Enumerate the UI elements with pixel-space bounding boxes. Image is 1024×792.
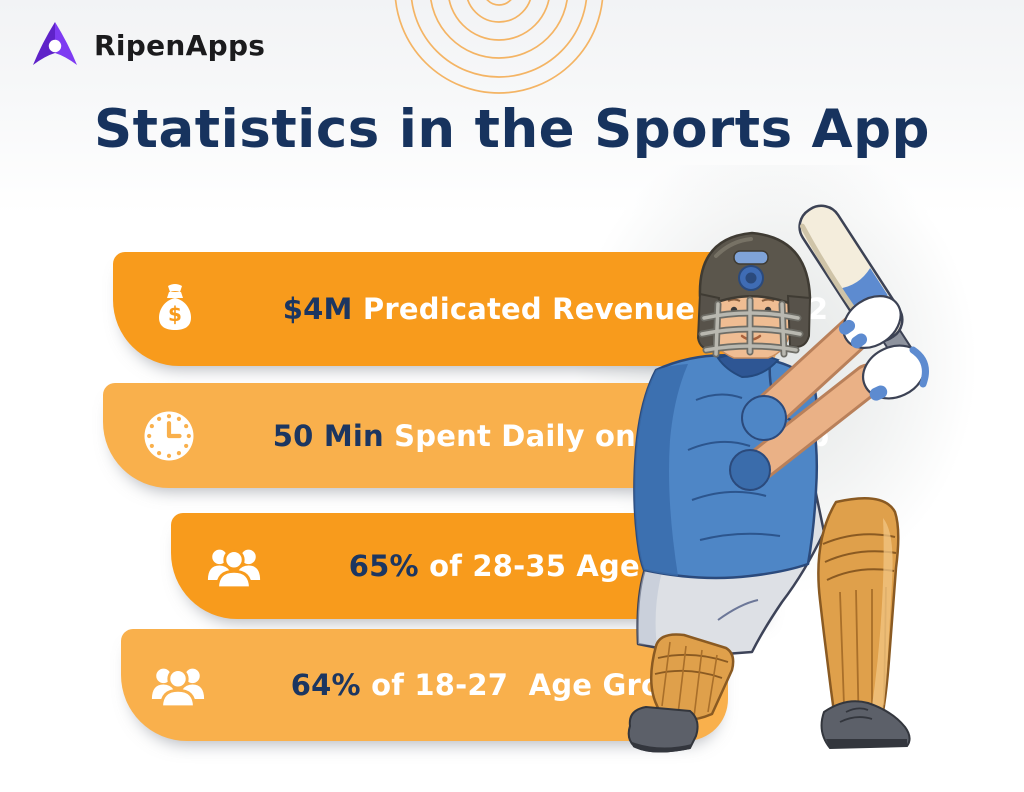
stat-highlight: $4M	[282, 292, 353, 326]
ripenapps-logo-icon	[33, 22, 77, 65]
brand: RipenApps	[28, 20, 265, 70]
concentric-rings-decoration	[394, 0, 604, 94]
cricket-batsman-illustration	[627, 204, 929, 753]
users-icon	[207, 548, 261, 589]
stat-highlight: 64%	[290, 668, 361, 702]
clock-icon	[144, 411, 194, 460]
stat-highlight: 65%	[348, 549, 419, 583]
svg-text:$: $	[168, 302, 182, 326]
brand-name: RipenApps	[94, 28, 266, 62]
money-bag-icon: $	[159, 284, 191, 330]
stat-highlight: 50 Min	[272, 418, 384, 453]
page-title: Statistics in the Sports App	[94, 99, 930, 160]
stat-banner-revenue: $ $4M Predicated Revenue in 2022	[113, 252, 828, 366]
users-icon	[151, 667, 205, 708]
